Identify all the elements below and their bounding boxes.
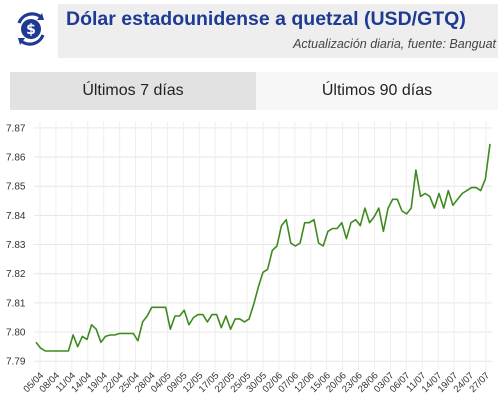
- y-tick-label: 7.82: [6, 269, 26, 280]
- y-tick-label: 7.87: [6, 123, 26, 134]
- y-tick-label: 7.84: [6, 211, 26, 222]
- series-line: [35, 143, 491, 352]
- y-tick-label: 7.83: [6, 240, 26, 251]
- series-layer: [35, 143, 491, 352]
- svg-text:$: $: [26, 22, 36, 38]
- range-tabs: Últimos 7 días Últimos 90 días: [10, 72, 498, 110]
- page-subtitle: Actualización diaria, fuente: Banguat: [293, 37, 496, 51]
- tab-last-7-days[interactable]: Últimos 7 días: [10, 72, 256, 110]
- header: $ Dólar estadounidense a quetzal (USD/GT…: [0, 0, 500, 62]
- tab-last-90-days[interactable]: Últimos 90 días: [256, 72, 498, 110]
- chart-grid: [34, 122, 492, 370]
- dollar-exchange-icon: $: [11, 9, 51, 49]
- x-axis: 05/0408/0411/0414/0419/0422/0425/0428/04…: [22, 370, 493, 395]
- exchange-rate-chart: 7.87 7.86 7.85 7.84 7.83 7.82 7.81 7.80 7.79 05/…: [6, 122, 493, 395]
- page-title: Dólar estadounidense a quetzal (USD/GTQ): [66, 8, 466, 30]
- y-axis: 7.87 7.86 7.85 7.84 7.83 7.82 7.81 7.80 7.79: [6, 123, 26, 367]
- y-tick-label: 7.80: [6, 328, 26, 339]
- y-tick-label: 7.86: [6, 153, 26, 164]
- y-tick-label: 7.81: [6, 298, 26, 309]
- y-tick-label: 7.79: [6, 357, 26, 368]
- y-tick-label: 7.85: [6, 182, 26, 193]
- title-box: Dólar estadounidense a quetzal (USD/GTQ)…: [58, 4, 498, 58]
